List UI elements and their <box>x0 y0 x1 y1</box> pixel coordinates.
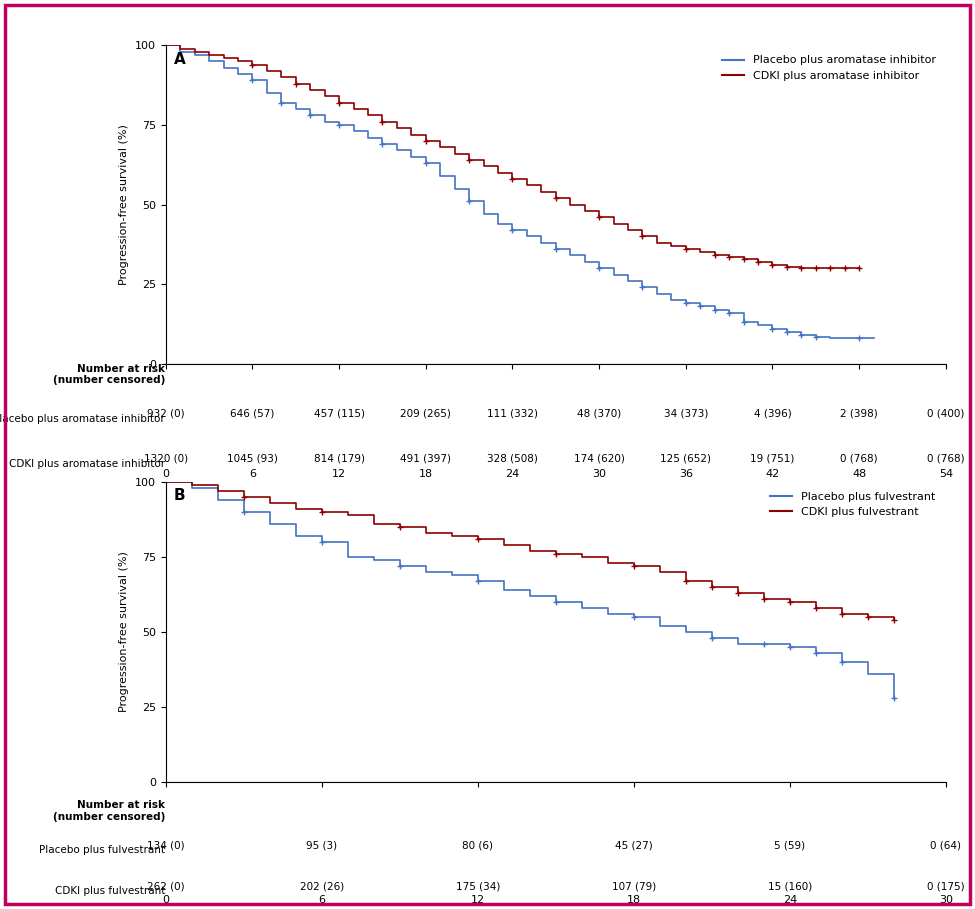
Text: 107 (79): 107 (79) <box>611 882 656 892</box>
Text: Placebo plus fulvestrant: Placebo plus fulvestrant <box>39 845 165 855</box>
Text: 4 (396): 4 (396) <box>754 409 792 419</box>
Text: 6: 6 <box>249 469 255 479</box>
Text: 202 (26): 202 (26) <box>299 882 344 892</box>
Text: 328 (508): 328 (508) <box>487 454 538 464</box>
Text: 24: 24 <box>783 895 797 905</box>
Text: 54: 54 <box>939 469 953 479</box>
Text: 174 (620): 174 (620) <box>573 454 625 464</box>
Text: 48: 48 <box>852 469 866 479</box>
Text: 95 (3): 95 (3) <box>306 841 337 851</box>
Legend: Placebo plus fulvestrant, CDKI plus fulvestrant: Placebo plus fulvestrant, CDKI plus fulv… <box>765 487 940 522</box>
Text: Number at risk
(number censored): Number at risk (number censored) <box>53 800 165 822</box>
Text: 19 (751): 19 (751) <box>750 454 795 464</box>
Text: Placebo plus aromatase inhibitor: Placebo plus aromatase inhibitor <box>0 414 165 424</box>
Text: 18: 18 <box>627 895 641 905</box>
Text: 209 (265): 209 (265) <box>401 409 451 419</box>
Text: 48 (370): 48 (370) <box>577 409 621 419</box>
Text: 134 (0): 134 (0) <box>147 841 184 851</box>
Text: 45 (27): 45 (27) <box>615 841 652 851</box>
Y-axis label: Progression-free survival (%): Progression-free survival (%) <box>120 125 130 285</box>
Text: 111 (332): 111 (332) <box>487 409 538 419</box>
Text: 125 (652): 125 (652) <box>660 454 711 464</box>
Y-axis label: Progression-free survival (%): Progression-free survival (%) <box>120 552 130 712</box>
Legend: Placebo plus aromatase inhibitor, CDKI plus aromatase inhibitor: Placebo plus aromatase inhibitor, CDKI p… <box>718 51 940 85</box>
Text: Number at risk
(number censored): Number at risk (number censored) <box>53 364 165 385</box>
Text: 0: 0 <box>162 469 170 479</box>
Text: 0 (400): 0 (400) <box>927 409 964 419</box>
Text: 15 (160): 15 (160) <box>767 882 812 892</box>
Text: 0 (768): 0 (768) <box>927 454 964 464</box>
Text: 814 (179): 814 (179) <box>314 454 365 464</box>
Text: 24: 24 <box>505 469 520 479</box>
Text: 646 (57): 646 (57) <box>230 409 275 419</box>
Text: 932 (0): 932 (0) <box>147 409 184 419</box>
Text: A: A <box>174 52 185 67</box>
Text: 0: 0 <box>162 895 170 905</box>
Text: 36: 36 <box>679 469 693 479</box>
Text: 80 (6): 80 (6) <box>462 841 493 851</box>
Text: 12: 12 <box>332 469 346 479</box>
Text: 262 (0): 262 (0) <box>147 882 184 892</box>
Text: 30: 30 <box>939 895 953 905</box>
Text: 175 (34): 175 (34) <box>455 882 500 892</box>
Text: 6: 6 <box>318 895 326 905</box>
Text: 42: 42 <box>765 469 780 479</box>
Text: 491 (397): 491 (397) <box>401 454 451 464</box>
Text: 1045 (93): 1045 (93) <box>227 454 278 464</box>
Text: 18: 18 <box>418 469 433 479</box>
Text: 457 (115): 457 (115) <box>314 409 365 419</box>
Text: 2 (398): 2 (398) <box>840 409 878 419</box>
Text: CDKI plus aromatase inhibitor: CDKI plus aromatase inhibitor <box>9 458 165 469</box>
Text: 0 (175): 0 (175) <box>927 882 964 892</box>
Text: 5 (59): 5 (59) <box>774 841 805 851</box>
Text: 0 (768): 0 (768) <box>840 454 878 464</box>
Text: 30: 30 <box>592 469 606 479</box>
Text: 1320 (0): 1320 (0) <box>143 454 188 464</box>
Text: B: B <box>174 488 185 503</box>
Text: 12: 12 <box>471 895 485 905</box>
Text: 34 (373): 34 (373) <box>664 409 708 419</box>
Text: CDKI plus fulvestrant: CDKI plus fulvestrant <box>55 886 165 896</box>
Text: 0 (64): 0 (64) <box>930 841 961 851</box>
